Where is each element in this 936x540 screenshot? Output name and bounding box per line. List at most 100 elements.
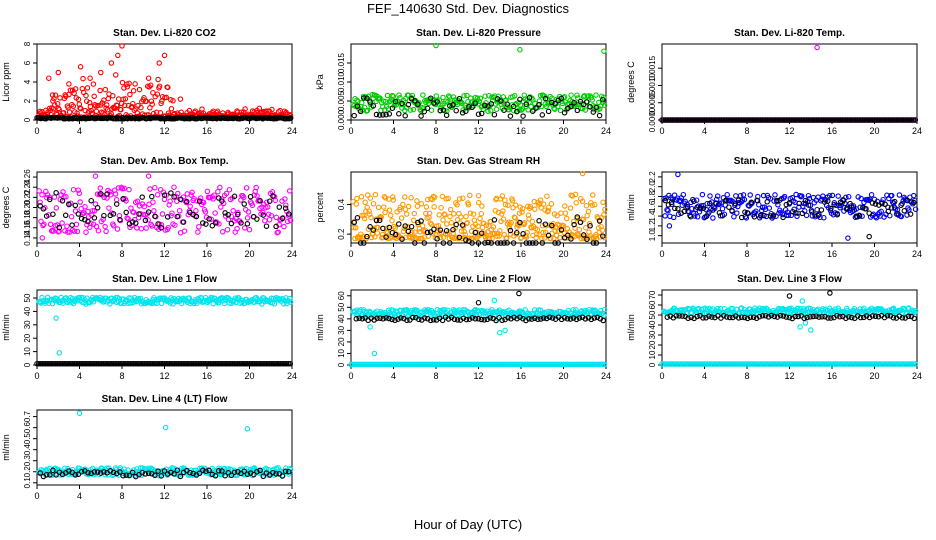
data-point [883,361,890,367]
data-point [754,361,760,367]
data-point [552,106,558,112]
data-point [215,468,222,474]
data-point [593,104,600,111]
data-point [387,212,394,219]
data-point [810,313,816,320]
data-point [599,227,606,233]
data-point [677,361,684,367]
data-point [101,194,107,201]
data-point [113,201,120,207]
data-point [163,192,170,198]
data-point [673,313,679,319]
data-point [675,171,681,178]
data-point [125,216,131,222]
data-point [783,314,790,320]
data-point [125,300,131,306]
data-point [842,361,849,367]
data-point [584,236,590,243]
data-point [372,361,378,368]
data-point [530,361,536,368]
data-point [262,218,268,224]
data-point [660,117,667,123]
data-point [764,361,771,367]
y-axis-label: ml/min [1,314,11,341]
data-point [820,361,827,367]
data-point [444,221,450,227]
data-point [224,360,231,367]
data-point [382,209,388,216]
data-point [576,315,583,321]
data-point [745,117,752,123]
data-point [408,223,415,230]
data-point [905,117,912,123]
data-point [517,46,523,53]
data-point [400,201,406,208]
data-point [674,117,681,123]
data-point [801,315,807,322]
data-point [263,223,270,229]
data-point [176,207,183,214]
y-tick-label: 60 [337,291,346,300]
data-point [759,117,766,123]
data-point [97,185,104,191]
data-point [526,95,533,101]
data-point [222,213,229,219]
data-point [221,360,227,367]
data-point [415,101,421,108]
data-point [475,361,482,368]
y-tick-label: 30 [337,325,346,334]
data-point [354,195,360,202]
data-point [458,228,465,234]
data-point [708,117,715,123]
x-tick-label: 20 [558,249,568,259]
data-point [830,361,837,367]
data-point [727,361,733,367]
data-point [845,235,851,241]
data-point [849,361,856,367]
data-point [805,361,811,367]
data-point [771,313,778,320]
data-point [279,215,286,222]
data-point [230,208,236,214]
data-point [545,207,551,214]
data-point [53,205,60,211]
data-point [380,225,386,232]
data-point [402,361,409,368]
data-point [774,197,780,204]
data-point [489,361,495,368]
data-point [273,223,279,230]
data-point [430,317,437,323]
data-point [557,361,563,368]
data-point [723,117,730,123]
data-point [279,473,286,479]
data-point [910,117,917,123]
data-point [795,313,801,320]
data-point [576,361,582,368]
data-point [517,96,523,103]
data-point [56,228,62,234]
data-point [875,117,881,123]
data-point [402,194,408,200]
data-point [584,361,591,368]
data-point [265,360,271,367]
data-point [91,208,98,214]
data-point [352,225,359,231]
data-point [458,361,465,368]
data-point [83,229,89,235]
panel-title: Stan. Dev. Gas Stream RH [417,156,540,167]
data-point [838,202,844,209]
data-point [54,360,61,367]
data-point [77,199,83,205]
data-point [356,361,363,368]
data-point [601,102,608,109]
data-point [679,117,686,123]
data-point [483,222,490,228]
y-tick-label: 1.2 [648,220,657,232]
data-point [427,95,434,101]
data-point [571,99,577,106]
data-point [214,360,220,367]
data-point [826,192,833,199]
y-axis-label: ml/min [1,434,11,461]
data-point [423,361,429,368]
data-point [707,200,713,207]
